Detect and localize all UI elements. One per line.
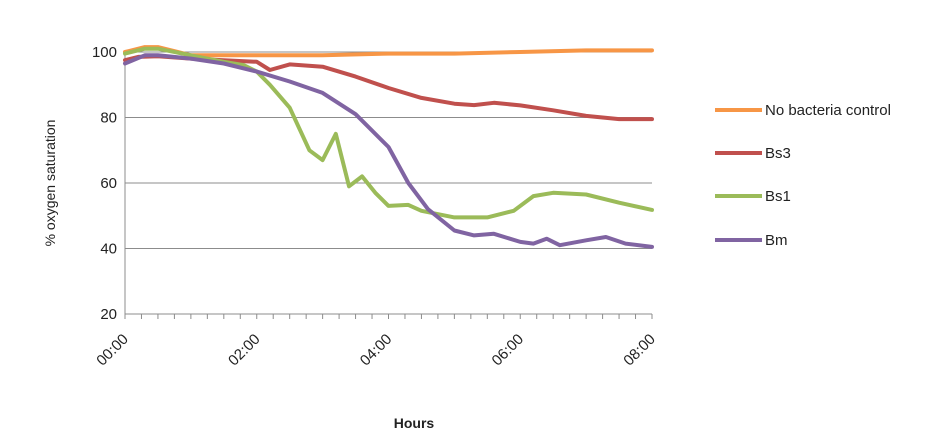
- x-axis-tick-labels: 00:00 02:00 04:00 06:00 08:00: [93, 331, 659, 370]
- legend: No bacteria control Bs3 Bs1 Bm: [715, 102, 891, 249]
- series-lines: [123, 45, 654, 249]
- legend-label-bm: Bm: [765, 232, 788, 249]
- series-line-bm: [123, 53, 654, 249]
- y-tick-label: 40: [100, 241, 117, 258]
- x-tick-label: 02:00: [225, 331, 264, 370]
- legend-label-no-bacteria-control: No bacteria control: [765, 102, 891, 119]
- y-tick-label: 80: [100, 110, 117, 127]
- y-axis-tick-labels: 20 40 60 80 100: [92, 44, 117, 323]
- x-tick-label: 04:00: [357, 331, 396, 370]
- series-line-bs3: [123, 54, 654, 122]
- x-tick-label: 06:00: [489, 331, 528, 370]
- legend-label-bs1: Bs1: [765, 188, 791, 205]
- x-tick-label: 00:00: [93, 331, 132, 370]
- series-line-bs1: [123, 46, 654, 220]
- x-tick-label: 08:00: [620, 331, 659, 370]
- y-tick-label: 60: [100, 175, 117, 192]
- y-axis-title: % oxygen saturation: [42, 120, 58, 247]
- series-line-no-bacteria-control: [123, 45, 654, 58]
- legend-label-bs3: Bs3: [765, 145, 791, 162]
- y-tick-label: 20: [100, 306, 117, 323]
- x-axis-title: Hours: [394, 415, 435, 431]
- x-axis-ticks: [124, 314, 653, 319]
- y-tick-label: 100: [92, 44, 117, 61]
